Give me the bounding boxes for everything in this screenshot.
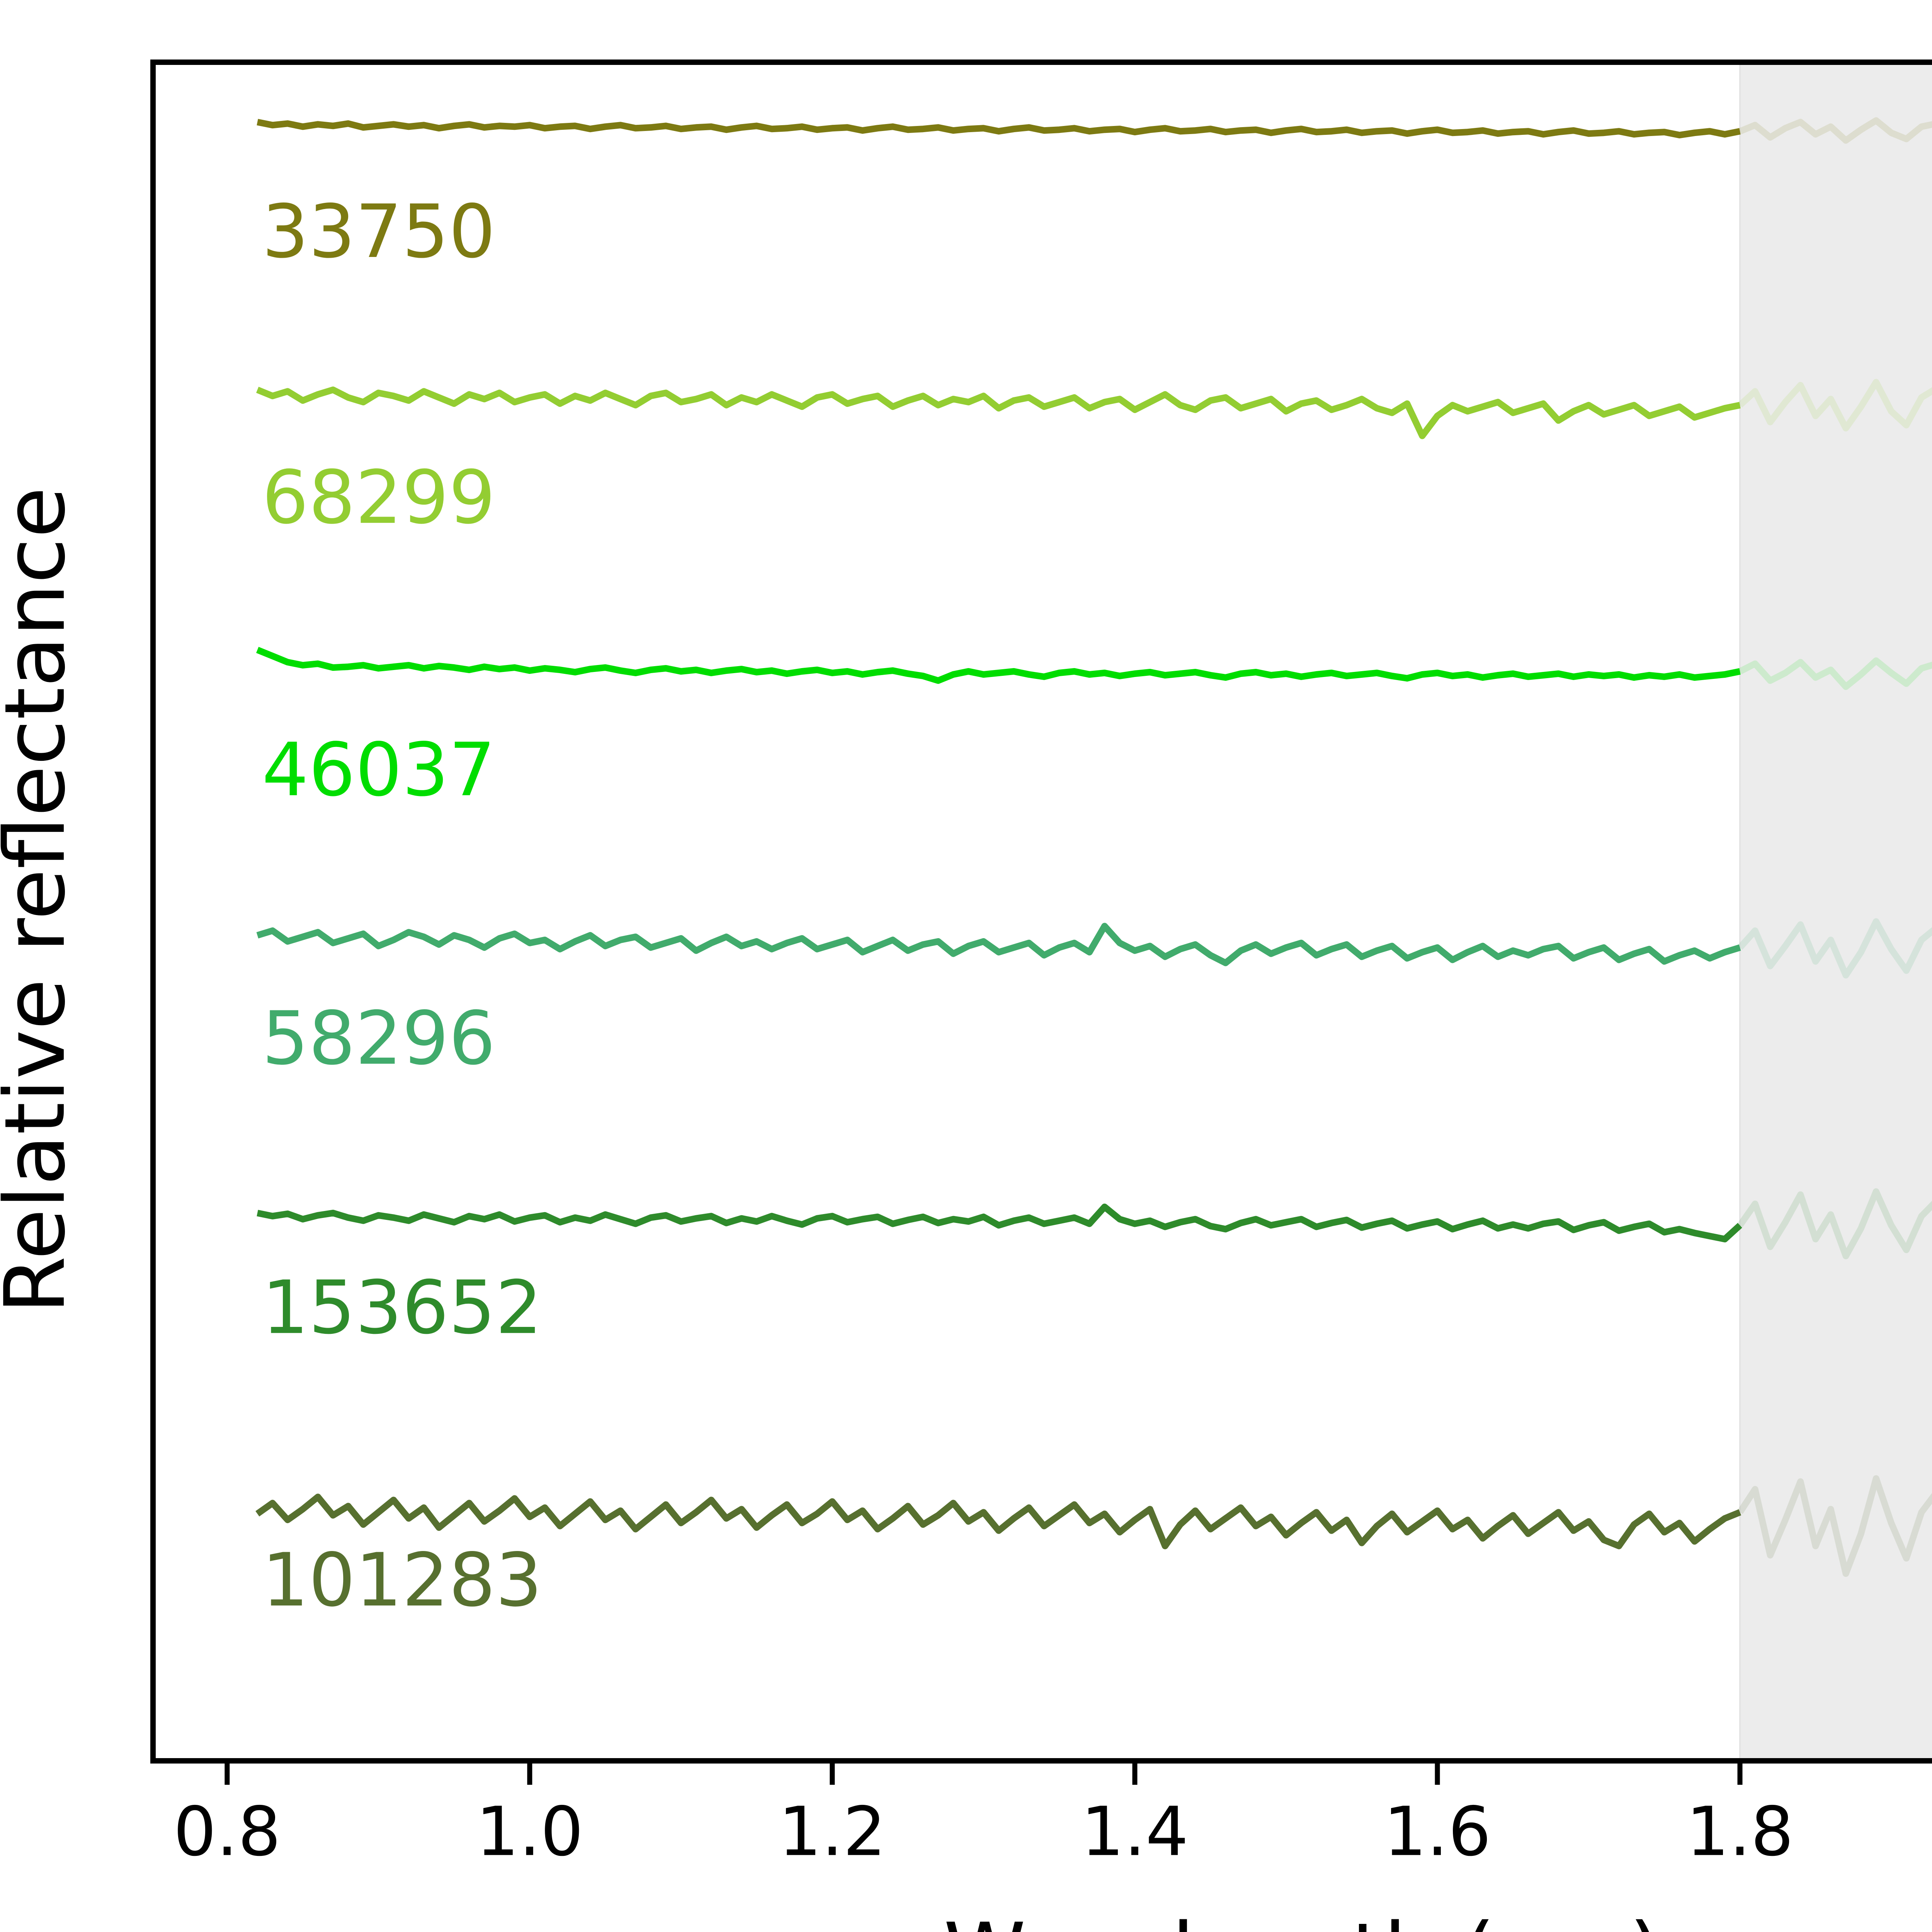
telluric-band [1739, 61, 1932, 1762]
series-label-101283: 101283 [262, 1537, 542, 1623]
x-axis-label: Wavelength (μm) [944, 1905, 1662, 1932]
series-label-68299: 68299 [262, 455, 495, 540]
series-line-101283-in-band [1737, 1475, 1932, 1577]
series-line-101283-pre-band [255, 1493, 1742, 1549]
series-line-46037-in-band [1738, 657, 1932, 690]
x-tick-label-0.8: 0.8 [173, 1793, 281, 1871]
series-line-46037-pre-band [256, 647, 1741, 684]
series-line-58296-pre-band [256, 923, 1741, 966]
series-line-33750-in-band [1738, 117, 1932, 144]
series-line-68299-pre-band [256, 386, 1741, 439]
x-tick-label-1.0: 1.0 [476, 1793, 583, 1871]
x-tick-label-1.4: 1.4 [1081, 1793, 1189, 1871]
spectra-lines-group: 33750 68299 46037 58296 153652 101283 [255, 117, 1932, 1623]
y-axis-label: Relative reflectance [0, 487, 83, 1314]
series-line-68299-in-band [1738, 379, 1932, 432]
x-axis-ticks-group: 0.81.01.21.41.61.82.02.2 [173, 1764, 1794, 1871]
series-label-153652: 153652 [262, 1265, 542, 1350]
x-tick-label-1.2: 1.2 [779, 1793, 886, 1871]
series-line-153652-pre-band [257, 1203, 1742, 1243]
series-label-33750: 33750 [262, 189, 495, 274]
x-tick-label-1.8: 1.8 [1686, 1793, 1794, 1871]
plot-frame [150, 60, 1932, 1764]
x-tick-label-1.6: 1.6 [1384, 1793, 1491, 1871]
series-line-153652-in-band [1737, 1188, 1932, 1259]
series-label-58296: 58296 [262, 996, 495, 1081]
series-line-58296-in-band [1737, 918, 1932, 979]
series-label-46037: 46037 [262, 727, 495, 813]
series-line-33750-pre-band [257, 119, 1741, 139]
